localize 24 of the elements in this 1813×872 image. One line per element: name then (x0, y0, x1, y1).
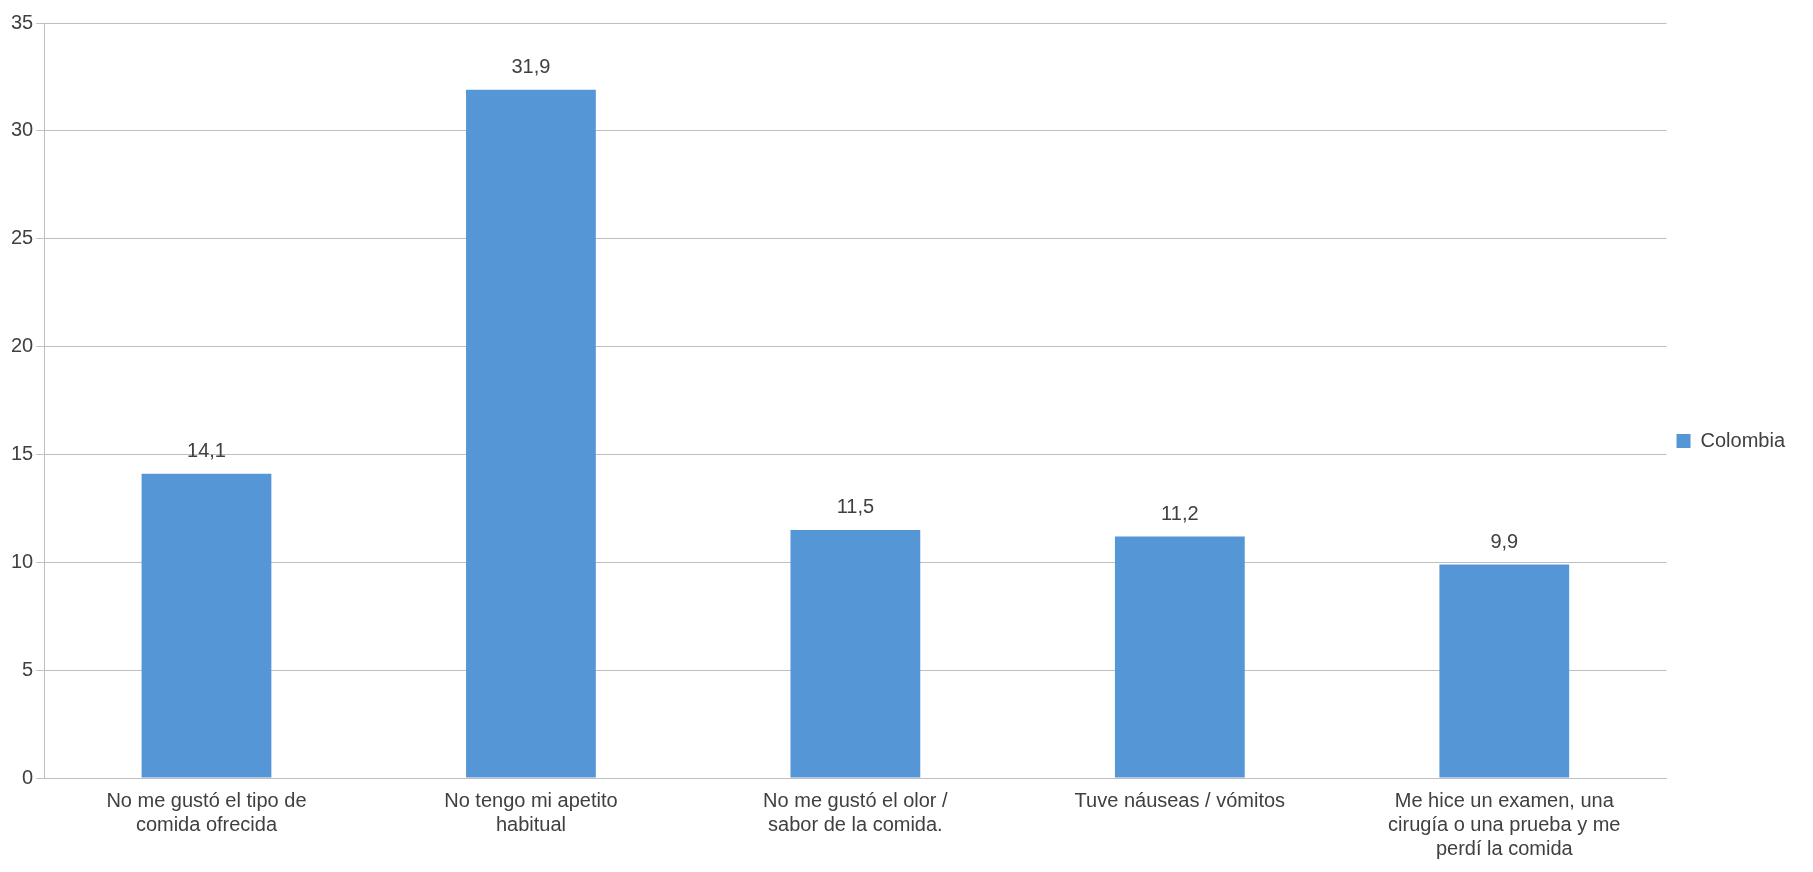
x-tick-label: No tengo mi apetito habitual (444, 788, 618, 835)
bar (466, 89, 596, 778)
bar (1439, 564, 1570, 778)
y-tick-label: 15 (11, 441, 34, 464)
bar (1114, 536, 1245, 778)
x-tick-label: No me gustó el olor / sabor de la comida. (763, 788, 949, 835)
bar (141, 473, 272, 778)
x-tick-label: Tuve náuseas / vómitos (1074, 788, 1286, 811)
x-tick-label: No me gustó el tipo de comida ofrecida (106, 788, 307, 835)
data-label: 11,5 (836, 495, 875, 518)
y-tick-label: 20 (11, 334, 34, 357)
x-tick-label: Me hice un examen, una cirugía o una prueba y me perdí la comida (1388, 788, 1621, 859)
y-tick-label: 25 (11, 226, 34, 249)
data-label: 9,9 (1490, 529, 1519, 552)
data-label: 11,2 (1161, 501, 1199, 524)
y-tick-label: 30 (11, 118, 34, 141)
legend-label: Colombia (1700, 428, 1786, 451)
data-label: 31,9 (511, 55, 551, 78)
y-tick-label: 35 (11, 10, 34, 33)
y-tick-label: 5 (22, 657, 34, 680)
y-tick-label: 10 (11, 549, 34, 572)
bar (790, 529, 921, 778)
data-label: 14,1 (187, 439, 226, 462)
y-tick-label: 0 (22, 765, 34, 788)
